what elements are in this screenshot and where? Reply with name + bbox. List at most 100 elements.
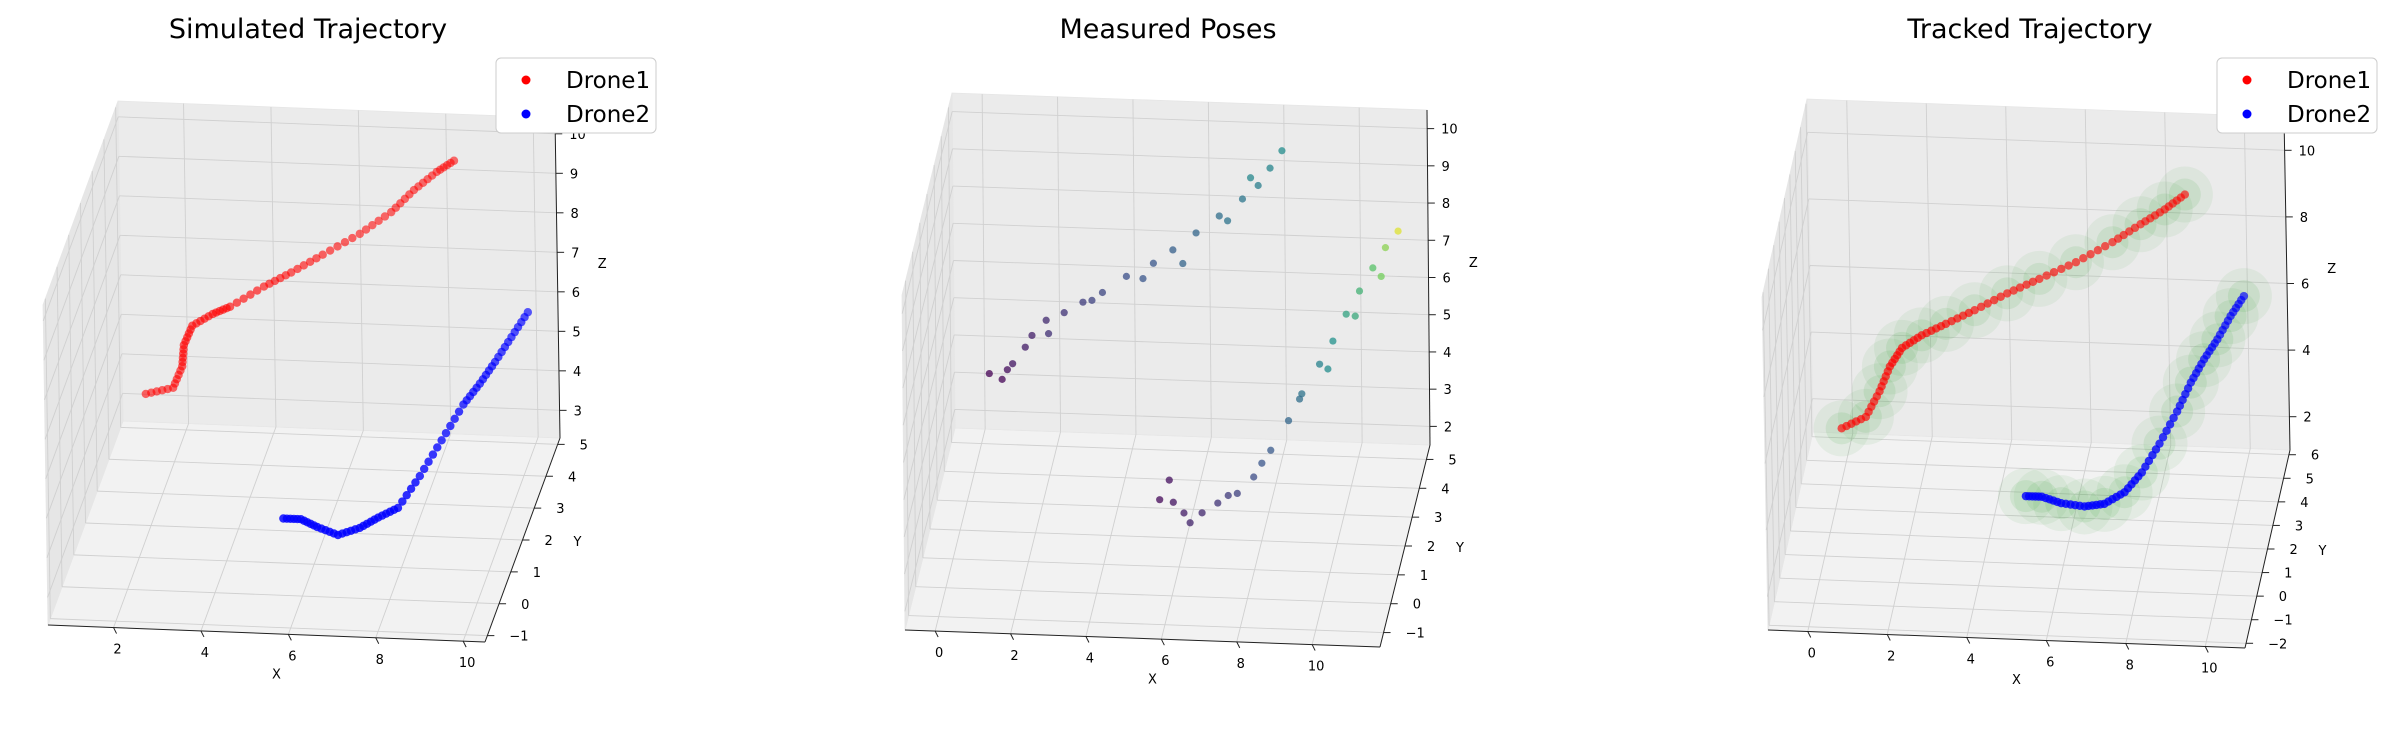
data-point [1246, 174, 1255, 182]
data-point [406, 484, 416, 493]
data-point [1169, 246, 1177, 254]
data-point [1342, 310, 1350, 318]
data-point [2035, 274, 2044, 284]
z-gridline [1764, 265, 1811, 464]
legend-marker-2 [2242, 109, 2252, 119]
data-point [1003, 366, 1011, 374]
data-point [449, 156, 459, 165]
y-tick-label: −1 [1406, 627, 1425, 642]
z-tick-label: 5 [572, 325, 580, 340]
data-point [293, 264, 302, 274]
data-point [441, 428, 451, 438]
data-point [2049, 268, 2059, 277]
x-tick [200, 630, 205, 638]
y-axis-label: Y [1455, 541, 1464, 556]
data-point [225, 302, 235, 311]
legend-label-1: Drone1 [566, 68, 650, 94]
y-gridline [56, 266, 63, 587]
data-point [1267, 446, 1275, 454]
data-point [252, 286, 262, 295]
data-point [2169, 413, 2178, 423]
x-tick-label: 10 [459, 656, 476, 671]
chart-title: Tracked Trajectory [1906, 14, 2152, 45]
x-tick [1085, 636, 1090, 643]
data-point [1165, 476, 1173, 484]
data-point [1042, 316, 1050, 324]
z-tick-label: 4 [1443, 346, 1451, 361]
z-tick-label: 3 [1444, 383, 1452, 398]
data-point [380, 212, 390, 221]
z-gridline [46, 353, 123, 558]
data-point [985, 369, 993, 378]
data-point [2079, 254, 2088, 263]
y-gridline [97, 490, 535, 509]
data-point [318, 250, 327, 259]
y-gridline [120, 426, 558, 445]
z-axis-label: Z [598, 257, 607, 272]
legend-label-1: Drone1 [2287, 68, 2371, 94]
x-tick [287, 634, 292, 641]
x-axis-line [1767, 629, 2246, 649]
y-gridline [951, 441, 1427, 460]
y-tick-label: −1 [509, 630, 528, 645]
y-gridline [1769, 624, 2247, 644]
data-point [1224, 491, 1232, 500]
legend: Drone1 Drone2 [495, 57, 657, 134]
x-tick [1236, 641, 1241, 649]
data-point [1021, 343, 1029, 351]
z-gridline [1765, 332, 1812, 531]
series-1 [985, 147, 1286, 383]
y-tick-label: −2 [2268, 637, 2287, 652]
data-point [415, 471, 425, 481]
data-point [1284, 417, 1293, 425]
data-point [1028, 331, 1036, 340]
data-point [1044, 330, 1053, 338]
z-tick-label: 7 [1442, 234, 1450, 249]
data-point [2064, 261, 2073, 270]
z-gridline [903, 334, 955, 538]
z-gridline [44, 235, 121, 440]
y-gridline [44, 298, 51, 619]
data-point [1324, 365, 1332, 373]
z-gridline [903, 260, 954, 463]
z-tick-label: 6 [572, 286, 580, 301]
x-tick-label: 6 [1161, 654, 1169, 669]
z-gridline [953, 297, 1429, 316]
y-gridline [908, 615, 1384, 634]
z-gridline [904, 409, 956, 612]
series-1 [141, 156, 459, 399]
y-tick-label: 5 [580, 438, 588, 453]
y-gridline [1790, 530, 2268, 550]
data-point [1215, 212, 1223, 220]
data-point [325, 246, 335, 255]
data-point [2239, 291, 2249, 301]
x-tick [1886, 634, 1891, 641]
y-gridline [915, 586, 1391, 605]
z-tick-label: 8 [2300, 211, 2308, 226]
z-gridline [45, 274, 122, 479]
legend: Drone1 Drone2 [2216, 57, 2378, 134]
y-tick-label: 4 [1441, 482, 1449, 497]
data-point [312, 254, 321, 263]
data-point [1989, 295, 1999, 305]
x-gridline [270, 106, 277, 427]
data-point [2015, 283, 2025, 292]
data-point [2155, 439, 2164, 448]
y-tick-label: 2 [1427, 540, 1435, 555]
y-tick-label: −1 [2273, 614, 2292, 629]
z-gridline [121, 313, 559, 332]
data-point [1214, 499, 1222, 507]
x-tick-label: 0 [935, 646, 943, 661]
data-point [1250, 473, 1258, 481]
z-gridline [1807, 131, 2285, 151]
y-gridline [80, 202, 86, 524]
y-tick-label: 1 [533, 566, 541, 581]
z-gridline [954, 371, 1430, 390]
z-gridline [904, 372, 955, 575]
x-axis-label: X [272, 668, 281, 683]
y-tick-label: 3 [2295, 519, 2303, 534]
y-tick-label: 1 [2284, 567, 2292, 582]
z-gridline [952, 185, 1428, 204]
data-point [239, 294, 248, 303]
z-axis-line [554, 117, 561, 439]
